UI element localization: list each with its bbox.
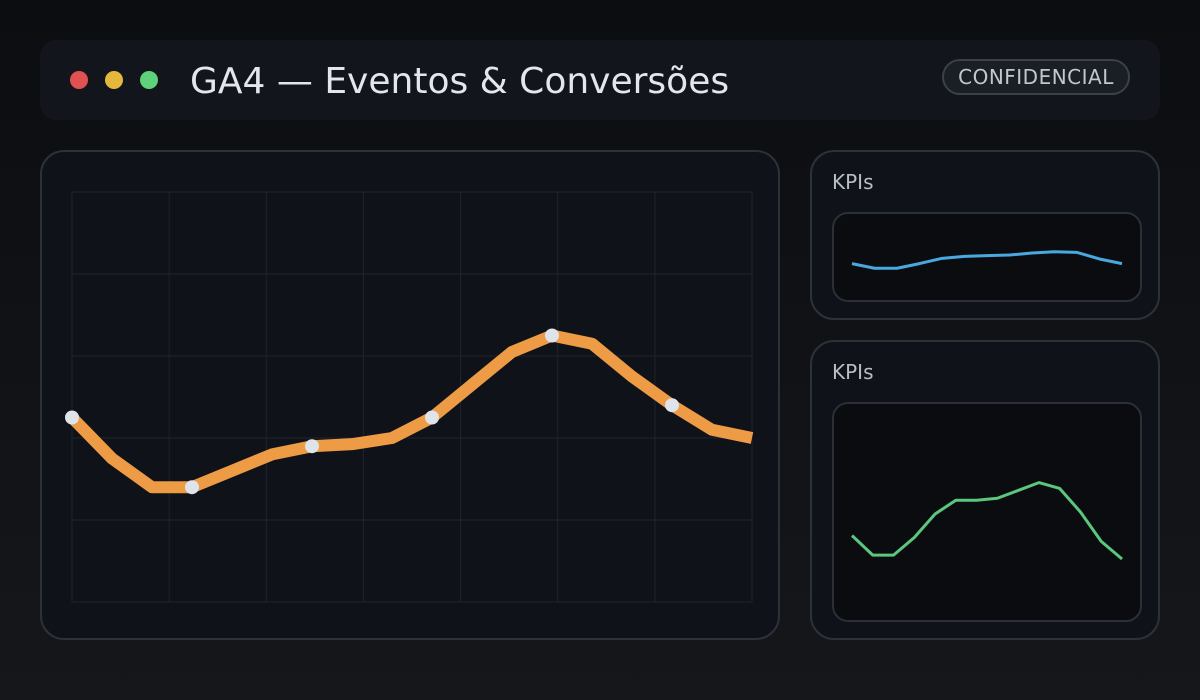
confidential-badge: CONFIDENCIAL (942, 59, 1130, 95)
kpi-bottom-sparkline-frame (832, 402, 1142, 622)
kpi-card-bottom: KPIs (810, 340, 1160, 640)
data-point-marker (65, 410, 79, 425)
kpi-card-top: KPIs (810, 150, 1160, 320)
data-point-marker (665, 398, 679, 413)
maximize-window-button[interactable] (140, 71, 158, 89)
minimize-window-button[interactable] (105, 71, 123, 89)
kpi-card-top-title: KPIs (832, 170, 874, 194)
data-point-marker (545, 328, 559, 343)
kpi-bottom-sparkline (850, 481, 1123, 561)
data-point-marker (425, 410, 439, 425)
page-title: GA4 — Eventos & Conversões (190, 61, 730, 102)
data-point-marker (305, 439, 319, 454)
close-window-button[interactable] (70, 71, 88, 89)
kpi-top-sparkline-frame (832, 212, 1142, 302)
main-line-chart (65, 191, 754, 603)
main-chart-panel (40, 150, 780, 640)
series-line (851, 250, 1123, 270)
kpi-top-sparkline (851, 250, 1123, 270)
window-titlebar: GA4 — Eventos & Conversões CONFIDENCIAL (40, 40, 1160, 120)
series-line (850, 481, 1123, 561)
kpi-card-bottom-title: KPIs (832, 360, 874, 384)
series-line (67, 329, 754, 494)
data-point-marker (185, 480, 199, 495)
